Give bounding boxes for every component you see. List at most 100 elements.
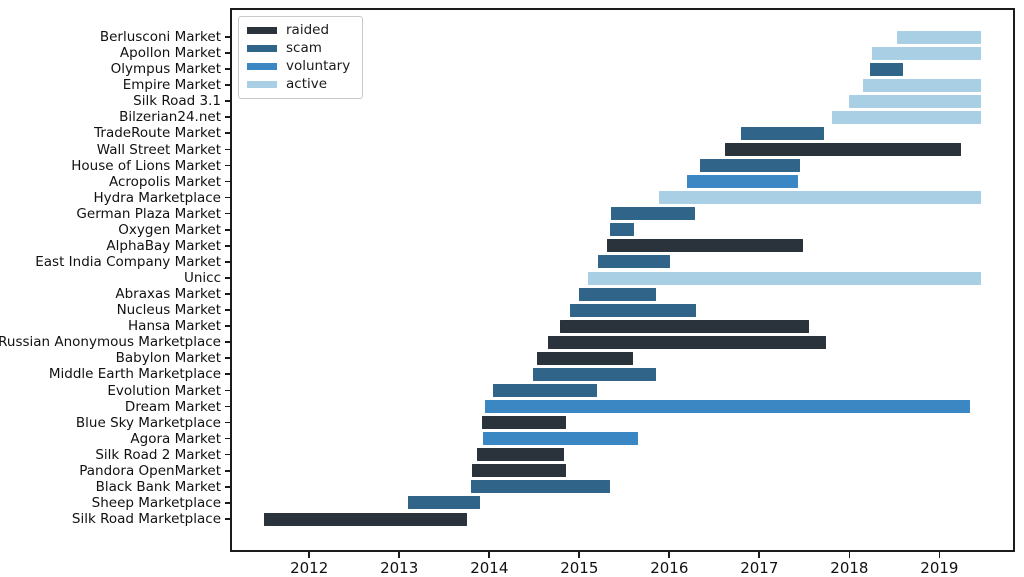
y-tick (225, 196, 230, 199)
y-tick (225, 164, 230, 167)
x-tick (488, 552, 491, 558)
y-tick (225, 212, 230, 215)
y-axis-label: Acropolis Market (109, 173, 221, 190)
y-tick (225, 518, 230, 520)
bar-german-plaza-market (611, 207, 695, 221)
y-axis-label: TradeRoute Market (94, 125, 221, 142)
legend-swatch-active (247, 81, 277, 88)
y-tick (225, 260, 230, 263)
y-tick (225, 132, 230, 135)
y-tick (225, 405, 230, 408)
legend-item-voluntary: voluntary (247, 58, 351, 74)
y-tick (225, 228, 230, 231)
y-tick (225, 437, 230, 440)
y-axis-label: German Plaza Market (76, 205, 221, 222)
y-tick (225, 453, 230, 456)
y-tick (225, 325, 230, 327)
bar-pandora-openmarket (472, 464, 566, 478)
x-axis-label: 2013 (380, 559, 419, 577)
y-tick (225, 501, 230, 504)
bar-berlusconi-market (897, 30, 981, 44)
bar-dream-market (485, 400, 971, 413)
bar-silk-road-marketplace (263, 512, 467, 526)
y-axis-label: Hansa Market (128, 318, 221, 335)
legend-swatch-scam (247, 45, 277, 52)
bar-acropolis-market (686, 175, 799, 189)
bar-babylon-market (537, 351, 633, 365)
y-tick (225, 357, 230, 360)
bar-house-of-lions-market (700, 159, 800, 172)
x-axis-label: 2018 (830, 559, 869, 577)
y-axis-label: East India Company Market (35, 253, 221, 270)
y-tick (225, 309, 230, 311)
y-tick (225, 180, 230, 183)
plot-area: raided scam voluntary active (230, 8, 1015, 552)
y-axis-label: Unicc (183, 270, 221, 286)
x-axis-label: 2017 (740, 559, 779, 577)
y-tick (225, 469, 230, 472)
y-tick (225, 84, 230, 86)
y-axis-label: Blue Sky Marketplace (75, 414, 221, 431)
y-axis-label: Russian Anonymous Marketplace (0, 334, 221, 351)
bar-abraxas-market (578, 287, 656, 301)
bar-evolution-market (493, 384, 598, 397)
bar-russian-anonymous-marketplace (548, 335, 827, 349)
y-axis-label: Silk Road 3.1 (133, 93, 221, 110)
y-tick (225, 277, 230, 279)
y-axis-label: Olympus Market (110, 61, 221, 78)
y-axis-label: Dream Market (124, 398, 221, 415)
legend-item-raided: raided (247, 22, 350, 38)
y-tick (225, 52, 230, 54)
bar-oxygen-market (610, 223, 635, 237)
bar-hansa-market (559, 319, 810, 333)
legend-swatch-voluntary (247, 63, 277, 70)
y-tick (225, 116, 230, 119)
bar-bilzerian24-net (831, 110, 981, 124)
y-axis-label: Apollon Market (119, 45, 221, 62)
y-axis-label: Berlusconi Market (99, 29, 221, 45)
y-axis-label: Wall Street Market (96, 141, 221, 158)
bar-east-india-company-market (597, 255, 671, 269)
bar-alphabay-market (607, 239, 803, 253)
y-axis-label: Babylon Market (115, 350, 221, 367)
x-axis-label: 2015 (560, 559, 599, 577)
legend-label: voluntary (286, 58, 351, 74)
bar-sheep-marketplace (407, 496, 481, 510)
legend-item-active: active (247, 77, 350, 91)
bar-wall-street-market (725, 143, 962, 156)
y-axis-label: Middle Earth Marketplace (48, 366, 221, 383)
x-axis-label: 2012 (290, 559, 329, 577)
x-tick (578, 552, 581, 558)
y-axis-label: Pandora OpenMarket (79, 462, 221, 479)
y-tick (225, 148, 230, 151)
x-tick (398, 552, 401, 558)
bar-silk-road-2-market (476, 448, 565, 462)
y-axis-label: Abraxas Market (115, 286, 221, 303)
y-tick (225, 373, 230, 376)
x-axis-label: 2014 (470, 559, 509, 577)
y-axis-label: Nucleus Market (116, 302, 221, 319)
y-axis-label: Evolution Market (107, 382, 221, 399)
y-axis-label: Agora Market (130, 430, 221, 447)
y-tick (225, 421, 230, 424)
y-axis-label: AlphaBay Market (106, 237, 221, 254)
legend-item-scam: scam (247, 41, 350, 55)
x-axis-label: 2016 (650, 559, 689, 577)
bar-middle-earth-marketplace (532, 367, 656, 381)
bar-apollon-market (872, 46, 981, 60)
x-tick (308, 552, 311, 558)
bar-nucleus-market (569, 303, 696, 317)
bar-agora-market (483, 432, 638, 446)
bar-black-bank-market (470, 480, 611, 494)
bar-unicc (587, 271, 981, 285)
y-tick (225, 341, 230, 344)
y-tick (225, 100, 230, 103)
legend-label: raided (286, 22, 330, 38)
y-axis-label: Silk Road 2 Market (95, 446, 221, 463)
x-axis-label: 2019 (920, 559, 959, 577)
y-tick (225, 293, 230, 295)
y-tick (225, 68, 230, 70)
y-tick (225, 244, 230, 247)
legend-swatch-raided (247, 27, 277, 34)
y-axis-label: Bilzerian24.net (119, 109, 221, 126)
